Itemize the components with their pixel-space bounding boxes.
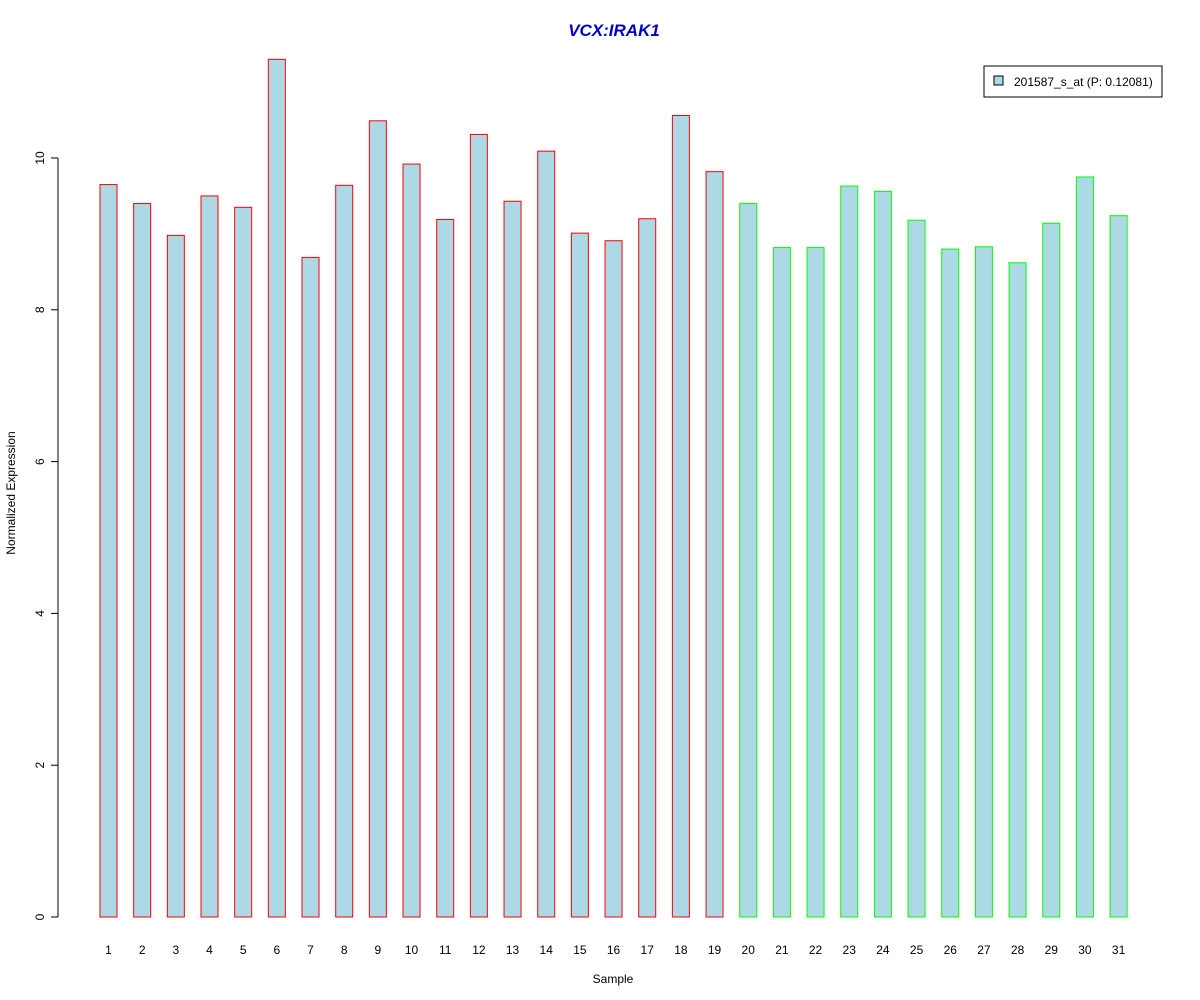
- y-tick-label: 0: [33, 913, 47, 920]
- x-tick-label: 27: [977, 943, 991, 957]
- x-tick-labels: 1 2 3 4 5 6 7 8 9 10 11 12 13 14 15 16 17 18 19 20 21 22 23 24 2…: [105, 943, 1125, 957]
- bar-sample-27: [974, 246, 993, 918]
- x-tick-label: 10: [405, 943, 419, 957]
- x-tick-label: 28: [1011, 943, 1025, 957]
- bar-sample-4: [200, 195, 219, 918]
- x-tick-label: 25: [910, 943, 924, 957]
- x-tick-label: 17: [641, 943, 655, 957]
- bar-sample-14: [537, 150, 556, 918]
- x-tick-label: 12: [472, 943, 486, 957]
- x-tick-label: 11: [439, 943, 452, 957]
- x-tick-label: 19: [708, 943, 722, 957]
- x-tick-label: 1: [105, 943, 112, 957]
- x-tick-label: 20: [742, 943, 756, 957]
- x-tick-label: 7: [307, 943, 314, 957]
- x-tick-label: 6: [274, 943, 281, 957]
- bar-sample-30: [1075, 176, 1094, 918]
- bar-sample-20: [739, 203, 758, 918]
- bar-sample-19: [705, 171, 724, 918]
- bar-sample-28: [1008, 262, 1027, 918]
- bar-sample-22: [806, 247, 825, 918]
- bar-sample-26: [941, 248, 960, 918]
- bar-sample-29: [1042, 222, 1061, 918]
- legend-label: 201587_s_at (P: 0.12081): [1014, 75, 1153, 89]
- bar-sample-21: [772, 247, 791, 918]
- y-axis: 0 2 4 6 8 10: [33, 151, 59, 920]
- bar-sample-6: [267, 58, 286, 918]
- x-tick-label: 2: [139, 943, 146, 957]
- x-tick-label: 30: [1078, 943, 1092, 957]
- y-tick-label: 10: [33, 151, 47, 165]
- bar-sample-9: [368, 120, 387, 918]
- x-tick-label: 3: [172, 943, 179, 957]
- chart-title: VCX:IRAK1: [568, 21, 660, 40]
- x-tick-label: 16: [607, 943, 621, 957]
- x-tick-label: 9: [375, 943, 382, 957]
- x-tick-label: 21: [775, 943, 789, 957]
- bar-sample-13: [503, 200, 522, 918]
- bar-sample-11: [436, 218, 455, 918]
- bar-sample-17: [638, 218, 657, 918]
- bar-sample-1: [99, 184, 118, 918]
- bar-sample-23: [840, 185, 859, 918]
- bar-sample-25: [907, 219, 926, 918]
- bar-sample-31: [1109, 215, 1128, 918]
- legend: 201587_s_at (P: 0.12081): [983, 65, 1163, 98]
- x-tick-label: 22: [809, 943, 823, 957]
- bar-sample-10: [402, 163, 421, 918]
- x-tick-label: 5: [240, 943, 247, 957]
- x-tick-label: 15: [573, 943, 587, 957]
- y-tick-label: 2: [33, 762, 47, 769]
- x-tick-label: 24: [876, 943, 890, 957]
- bar-sample-8: [335, 184, 354, 918]
- x-tick-label: 18: [674, 943, 688, 957]
- bar-sample-5: [234, 206, 253, 918]
- x-tick-label: 31: [1112, 943, 1126, 957]
- x-tick-label: 29: [1045, 943, 1059, 957]
- x-tick-label: 26: [944, 943, 958, 957]
- y-tick-label: 8: [33, 306, 47, 313]
- bar-sample-24: [873, 190, 892, 918]
- y-tick-label: 6: [33, 458, 47, 465]
- legend-box: [983, 65, 1163, 98]
- x-tick-label: 8: [341, 943, 348, 957]
- bar-sample-3: [166, 234, 185, 918]
- legend-swatch: [993, 75, 1004, 86]
- y-axis-label: Normalized Expression: [4, 431, 18, 554]
- bar-sample-15: [570, 232, 589, 918]
- y-tick-label: 4: [33, 610, 47, 617]
- x-tick-label: 23: [843, 943, 857, 957]
- x-tick-label: 13: [506, 943, 520, 957]
- bars-group: [99, 58, 1128, 918]
- x-tick-label: 14: [540, 943, 554, 957]
- bar-sample-2: [133, 203, 152, 918]
- x-tick-label: 4: [206, 943, 213, 957]
- bar-sample-7: [301, 256, 320, 918]
- bar-sample-12: [469, 133, 488, 918]
- x-axis-label: Sample: [593, 972, 634, 986]
- bar-sample-16: [604, 240, 623, 918]
- bar-sample-18: [671, 114, 690, 918]
